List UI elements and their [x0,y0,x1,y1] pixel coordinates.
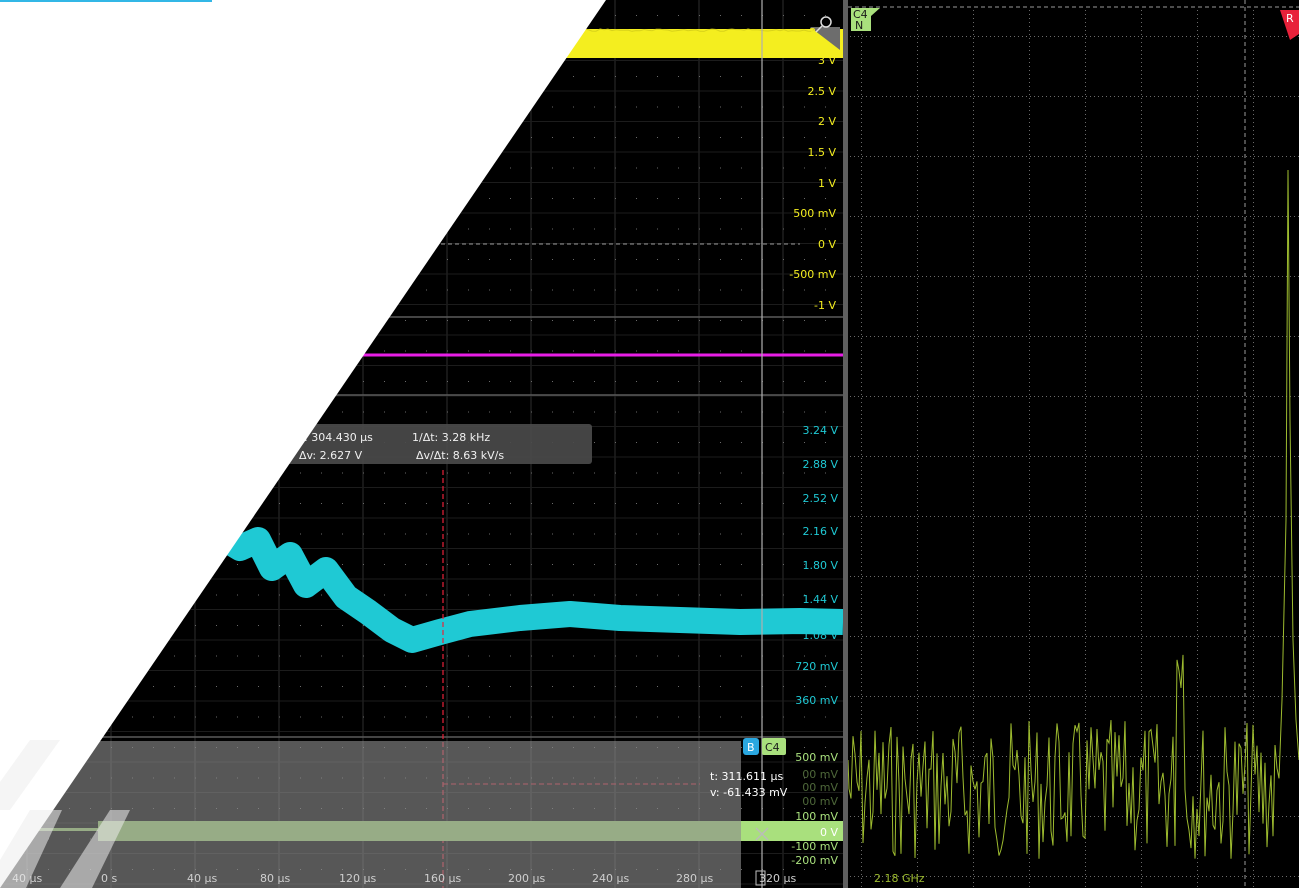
ch1-label: -1 V [814,299,836,312]
ch3-label: 2.52 V [802,492,838,505]
readout-delta-v: Δv: 2.627 V [299,449,363,462]
ch1-label: 3 V [818,54,836,67]
ch1-label: 2 V [818,115,836,128]
spectrum-badge-bottom: N [855,19,863,32]
cursor-b-time: t: 311.611 µs [710,770,783,783]
time-tick: 280 µs [676,872,713,885]
ch1-label: 0 V [818,238,836,251]
ch3-label: 720 mV [795,660,838,673]
ch1-label: 1 V [818,177,836,190]
cursor-b-voltage: v: -61.433 mV [710,786,788,799]
readout-delta-t: : 304.430 µs [304,431,373,444]
ch3-label: 360 mV [795,694,838,707]
cursor-b-badge-label: B [747,741,755,754]
ch4-label: -200 mV [791,854,838,867]
ch1-label-partial: 3 [809,26,816,39]
time-tick: 160 µs [424,872,461,885]
ch4-label: 100 mV [795,810,838,823]
ch4-badge-label: C4 [765,741,780,754]
ch4-label: 0 V [820,826,838,839]
time-tick: 120 µs [339,872,376,885]
ch4-label-hidden: 00 mV [802,768,838,781]
ch3-scale-labels: 3.24 V 2.88 V 2.52 V 2.16 V 1.80 V 1.44 … [795,424,838,707]
cursor-readout: : 304.430 µs 1/Δt: 3.28 kHz Δv: 2.627 V … [270,424,592,464]
ch4-label: 500 mV [795,751,838,764]
time-tick: 80 µs [260,872,290,885]
ch3-label: 2.88 V [802,458,838,471]
spectrum-background [848,0,1299,888]
spectrum-frequency-label: 2.18 GHz [874,872,925,885]
ch3-label: 2.16 V [802,525,838,538]
spectrum-panel[interactable]: C4 N R 2.18 GHz [848,0,1299,888]
time-tick: 0 s [101,872,117,885]
ch3-label: 1.80 V [802,559,838,572]
ch1-label: 2.5 V [807,85,836,98]
ch1-label: 1.5 V [807,146,836,159]
reference-marker-label: R [1286,12,1294,25]
panel-splitter[interactable] [843,0,848,888]
time-tick: 40 µs [187,872,217,885]
ch4-label-hidden: 00 mV [802,795,838,808]
time-tick: 240 µs [592,872,629,885]
readout-inverse-t: 1/Δt: 3.28 kHz [412,431,490,444]
header-accent-line [0,0,212,2]
time-tick: 200 µs [508,872,545,885]
ch3-label: 1.44 V [802,593,838,606]
readout-slew: Δv/Δt: 8.63 kV/s [416,449,504,462]
ch3-label: 1.08 V [802,629,838,642]
ch3-label: 3.24 V [802,424,838,437]
ch4-label-hidden: 00 mV [802,781,838,794]
ch1-label: -500 mV [789,268,836,281]
ch4-label: -100 mV [791,840,838,853]
ch1-label: 500 mV [793,207,836,220]
